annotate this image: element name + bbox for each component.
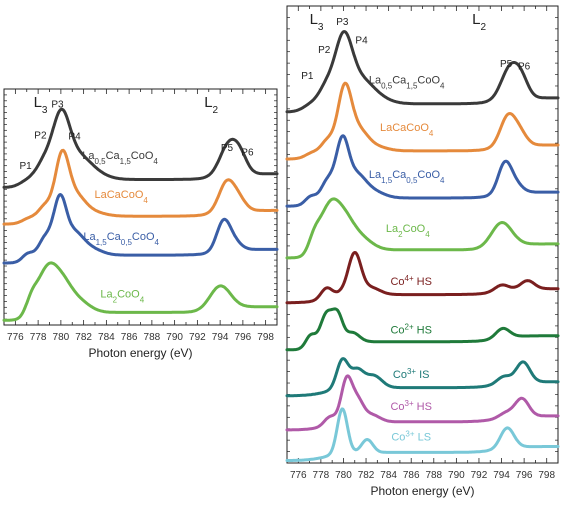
x-tick-label: 790 bbox=[448, 470, 465, 481]
peak-label: P5 bbox=[221, 143, 234, 154]
peak-label: P4 bbox=[355, 36, 368, 47]
peak-label: P1 bbox=[19, 161, 32, 172]
x-tick-label: 776 bbox=[7, 332, 24, 343]
series-label: Co3+ IS bbox=[393, 367, 430, 382]
x-tick-label: 790 bbox=[166, 332, 183, 343]
series-label: Co2+ HS bbox=[390, 322, 432, 337]
series-line-co2-hs bbox=[285, 307, 560, 352]
series-label: LaCaCoO4 bbox=[94, 189, 148, 205]
x-tick-label: 792 bbox=[189, 332, 206, 343]
series-label: La2CoO4 bbox=[100, 289, 144, 305]
edge-label: L2 bbox=[472, 11, 486, 33]
x-tick-label: 788 bbox=[144, 332, 161, 343]
series-label: LaCaCoO4 bbox=[380, 122, 434, 138]
x-axis-label: Photon energy (eV) bbox=[88, 346, 192, 360]
series-label: La0,5Ca1,5CoO4 bbox=[82, 150, 158, 166]
x-tick-label: 778 bbox=[30, 332, 47, 343]
x-tick-label: 776 bbox=[290, 470, 307, 481]
series-line-la0-5ca1-5coo4 bbox=[2, 107, 279, 189]
x-tick-label: 794 bbox=[212, 332, 229, 343]
peak-label: P6 bbox=[241, 147, 254, 158]
peak-label: P3 bbox=[336, 17, 349, 28]
series-label: Co3+ LS bbox=[391, 429, 431, 444]
x-axis-label: Photon energy (eV) bbox=[370, 484, 474, 498]
x-tick-label: 792 bbox=[471, 470, 488, 481]
right-panel: 776 778 780 782 784 786 788 790 792 794 796 798 Phot… bbox=[285, 5, 560, 498]
x-tick-label: 784 bbox=[380, 470, 397, 481]
series-line-la2coo4 bbox=[285, 197, 560, 260]
peak-label: P4 bbox=[68, 131, 81, 142]
series-label: Co4+ HS bbox=[390, 274, 432, 289]
peak-label: P6 bbox=[518, 62, 531, 73]
left-panel: 776 778 780 782 784 786 788 790 792 794 796 798 Phot… bbox=[2, 88, 279, 360]
series-line-lacacoo4 bbox=[285, 81, 560, 161]
x-tick-label: 782 bbox=[75, 332, 92, 343]
x-tick-label: 786 bbox=[403, 470, 420, 481]
series-label: Co3+ HS bbox=[390, 398, 432, 413]
x-tick-label: 796 bbox=[516, 470, 533, 481]
x-tick-label: 794 bbox=[493, 470, 510, 481]
series-line-la1-5ca0-5coo4 bbox=[2, 193, 279, 265]
series-line-la1-5ca0-5coo4 bbox=[285, 134, 560, 208]
edge-label: L2 bbox=[204, 94, 218, 116]
x-tick-label: 784 bbox=[98, 332, 115, 343]
series-line-co4-hs bbox=[285, 251, 560, 305]
x-tick-label: 780 bbox=[335, 470, 352, 481]
edge-label: L3 bbox=[34, 94, 48, 116]
plot-frame bbox=[3, 88, 278, 326]
x-tick-label: 778 bbox=[313, 470, 330, 481]
series-line-co3-ls bbox=[285, 407, 560, 462]
x-tick-label: 796 bbox=[235, 332, 252, 343]
series-line-lacacoo4 bbox=[2, 148, 279, 226]
series-line-la2coo4 bbox=[2, 261, 279, 322]
x-tick-label: 798 bbox=[538, 470, 555, 481]
series-label: La2CoO4 bbox=[386, 223, 430, 239]
edge-label: L3 bbox=[310, 11, 324, 33]
peak-label: P2 bbox=[318, 45, 331, 56]
x-tick-label: 782 bbox=[358, 470, 375, 481]
series-label: La1,5Ca0,5CoO4 bbox=[83, 231, 159, 247]
peak-label: P3 bbox=[51, 99, 64, 110]
x-tick-label: 798 bbox=[257, 332, 274, 343]
peak-label: P2 bbox=[34, 130, 47, 141]
series-line-co3-is bbox=[285, 357, 560, 398]
peak-label: P5 bbox=[500, 59, 513, 70]
series-line-co3-hs bbox=[285, 374, 560, 432]
series-line-la0-5ca1-5coo4 bbox=[285, 30, 560, 114]
x-tick-label: 788 bbox=[425, 470, 442, 481]
series-label: La0,5Ca1,5CoO4 bbox=[369, 75, 445, 91]
x-tick-label: 786 bbox=[121, 332, 138, 343]
x-tick-label: 780 bbox=[53, 332, 70, 343]
series-label: La1,5Ca0,5CoO4 bbox=[369, 169, 445, 185]
peak-label: P1 bbox=[301, 71, 314, 82]
